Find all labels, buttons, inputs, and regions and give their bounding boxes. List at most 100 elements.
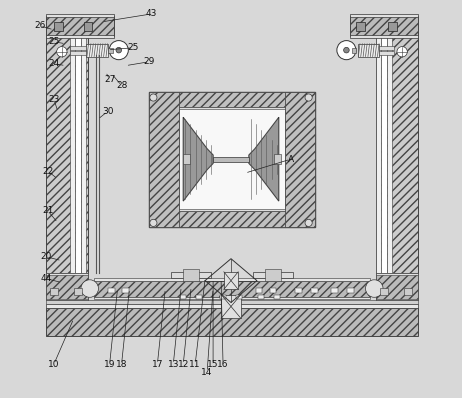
Bar	[46, 308, 418, 336]
Text: 13: 13	[168, 360, 179, 369]
Bar	[181, 295, 186, 299]
Bar	[196, 295, 202, 299]
Bar	[46, 304, 418, 308]
Bar	[46, 14, 114, 17]
Text: 12: 12	[177, 360, 189, 369]
Bar	[258, 295, 264, 299]
Bar	[70, 36, 75, 273]
Bar	[46, 273, 88, 300]
Bar	[183, 154, 190, 164]
Circle shape	[116, 47, 122, 53]
Circle shape	[150, 94, 157, 101]
Bar	[376, 36, 382, 273]
Text: A: A	[288, 155, 294, 164]
Bar	[380, 288, 388, 295]
Text: 14: 14	[201, 368, 213, 377]
Text: 23: 23	[48, 95, 60, 104]
Bar	[46, 300, 418, 304]
Text: 25: 25	[128, 43, 139, 52]
Circle shape	[365, 280, 383, 297]
Bar	[274, 295, 280, 299]
Bar	[46, 16, 114, 36]
Bar	[376, 46, 394, 50]
Text: 43: 43	[146, 10, 157, 18]
Text: 16: 16	[217, 360, 229, 369]
Bar	[70, 46, 88, 50]
Bar	[382, 36, 387, 273]
Bar	[270, 288, 276, 293]
Bar	[75, 36, 80, 273]
Bar	[109, 288, 115, 293]
Bar	[86, 283, 96, 295]
Circle shape	[397, 47, 407, 57]
Bar	[50, 288, 58, 295]
Bar	[376, 273, 418, 300]
Bar	[274, 154, 281, 164]
Bar	[255, 288, 262, 293]
Bar	[350, 35, 418, 38]
Text: 30: 30	[102, 107, 113, 116]
Text: 44: 44	[40, 274, 52, 283]
Circle shape	[109, 41, 128, 60]
Bar	[80, 36, 86, 273]
Text: 19: 19	[104, 360, 116, 369]
Bar	[388, 22, 397, 31]
Bar	[404, 288, 412, 295]
Bar	[94, 278, 371, 281]
Text: 22: 22	[43, 167, 54, 176]
Bar	[387, 36, 392, 273]
Bar	[149, 92, 179, 227]
Text: 18: 18	[116, 360, 128, 369]
Bar	[179, 211, 285, 227]
Bar	[350, 14, 418, 17]
Text: 10: 10	[48, 360, 60, 369]
Bar	[109, 48, 113, 53]
Bar	[171, 272, 211, 278]
Bar	[54, 22, 63, 31]
Bar	[265, 269, 281, 281]
Text: 21: 21	[42, 207, 54, 215]
Bar	[356, 22, 365, 31]
Bar	[376, 273, 418, 275]
Bar	[94, 281, 371, 297]
Bar	[213, 157, 249, 162]
Bar	[224, 272, 238, 289]
Bar	[179, 92, 285, 107]
Bar	[179, 107, 285, 109]
Bar	[311, 288, 318, 293]
Bar	[376, 51, 394, 55]
Bar	[179, 209, 285, 211]
Text: 11: 11	[189, 360, 201, 369]
Bar	[368, 283, 378, 295]
Bar	[352, 48, 356, 53]
Bar	[350, 16, 418, 36]
Text: 20: 20	[40, 252, 52, 261]
Bar	[46, 35, 114, 38]
Bar	[376, 298, 418, 300]
Bar	[94, 297, 371, 299]
Bar	[376, 36, 418, 273]
Bar	[74, 288, 82, 295]
Text: 28: 28	[116, 81, 127, 90]
Bar	[220, 295, 226, 299]
Text: 29: 29	[144, 57, 155, 66]
Text: 25: 25	[48, 37, 60, 46]
Bar	[122, 288, 129, 293]
Text: 27: 27	[104, 75, 116, 84]
Bar	[86, 44, 108, 57]
Bar	[179, 107, 285, 211]
Bar	[221, 295, 241, 318]
Bar	[46, 36, 88, 273]
Text: 15: 15	[207, 360, 219, 369]
Bar	[70, 51, 88, 55]
Bar	[46, 298, 88, 300]
Circle shape	[305, 219, 312, 226]
Bar	[358, 44, 379, 57]
Bar	[183, 269, 199, 281]
Bar	[84, 22, 92, 31]
Bar	[236, 295, 242, 299]
Text: 17: 17	[152, 360, 163, 369]
Bar	[285, 92, 315, 227]
Text: 26: 26	[34, 21, 46, 30]
Polygon shape	[183, 117, 213, 201]
